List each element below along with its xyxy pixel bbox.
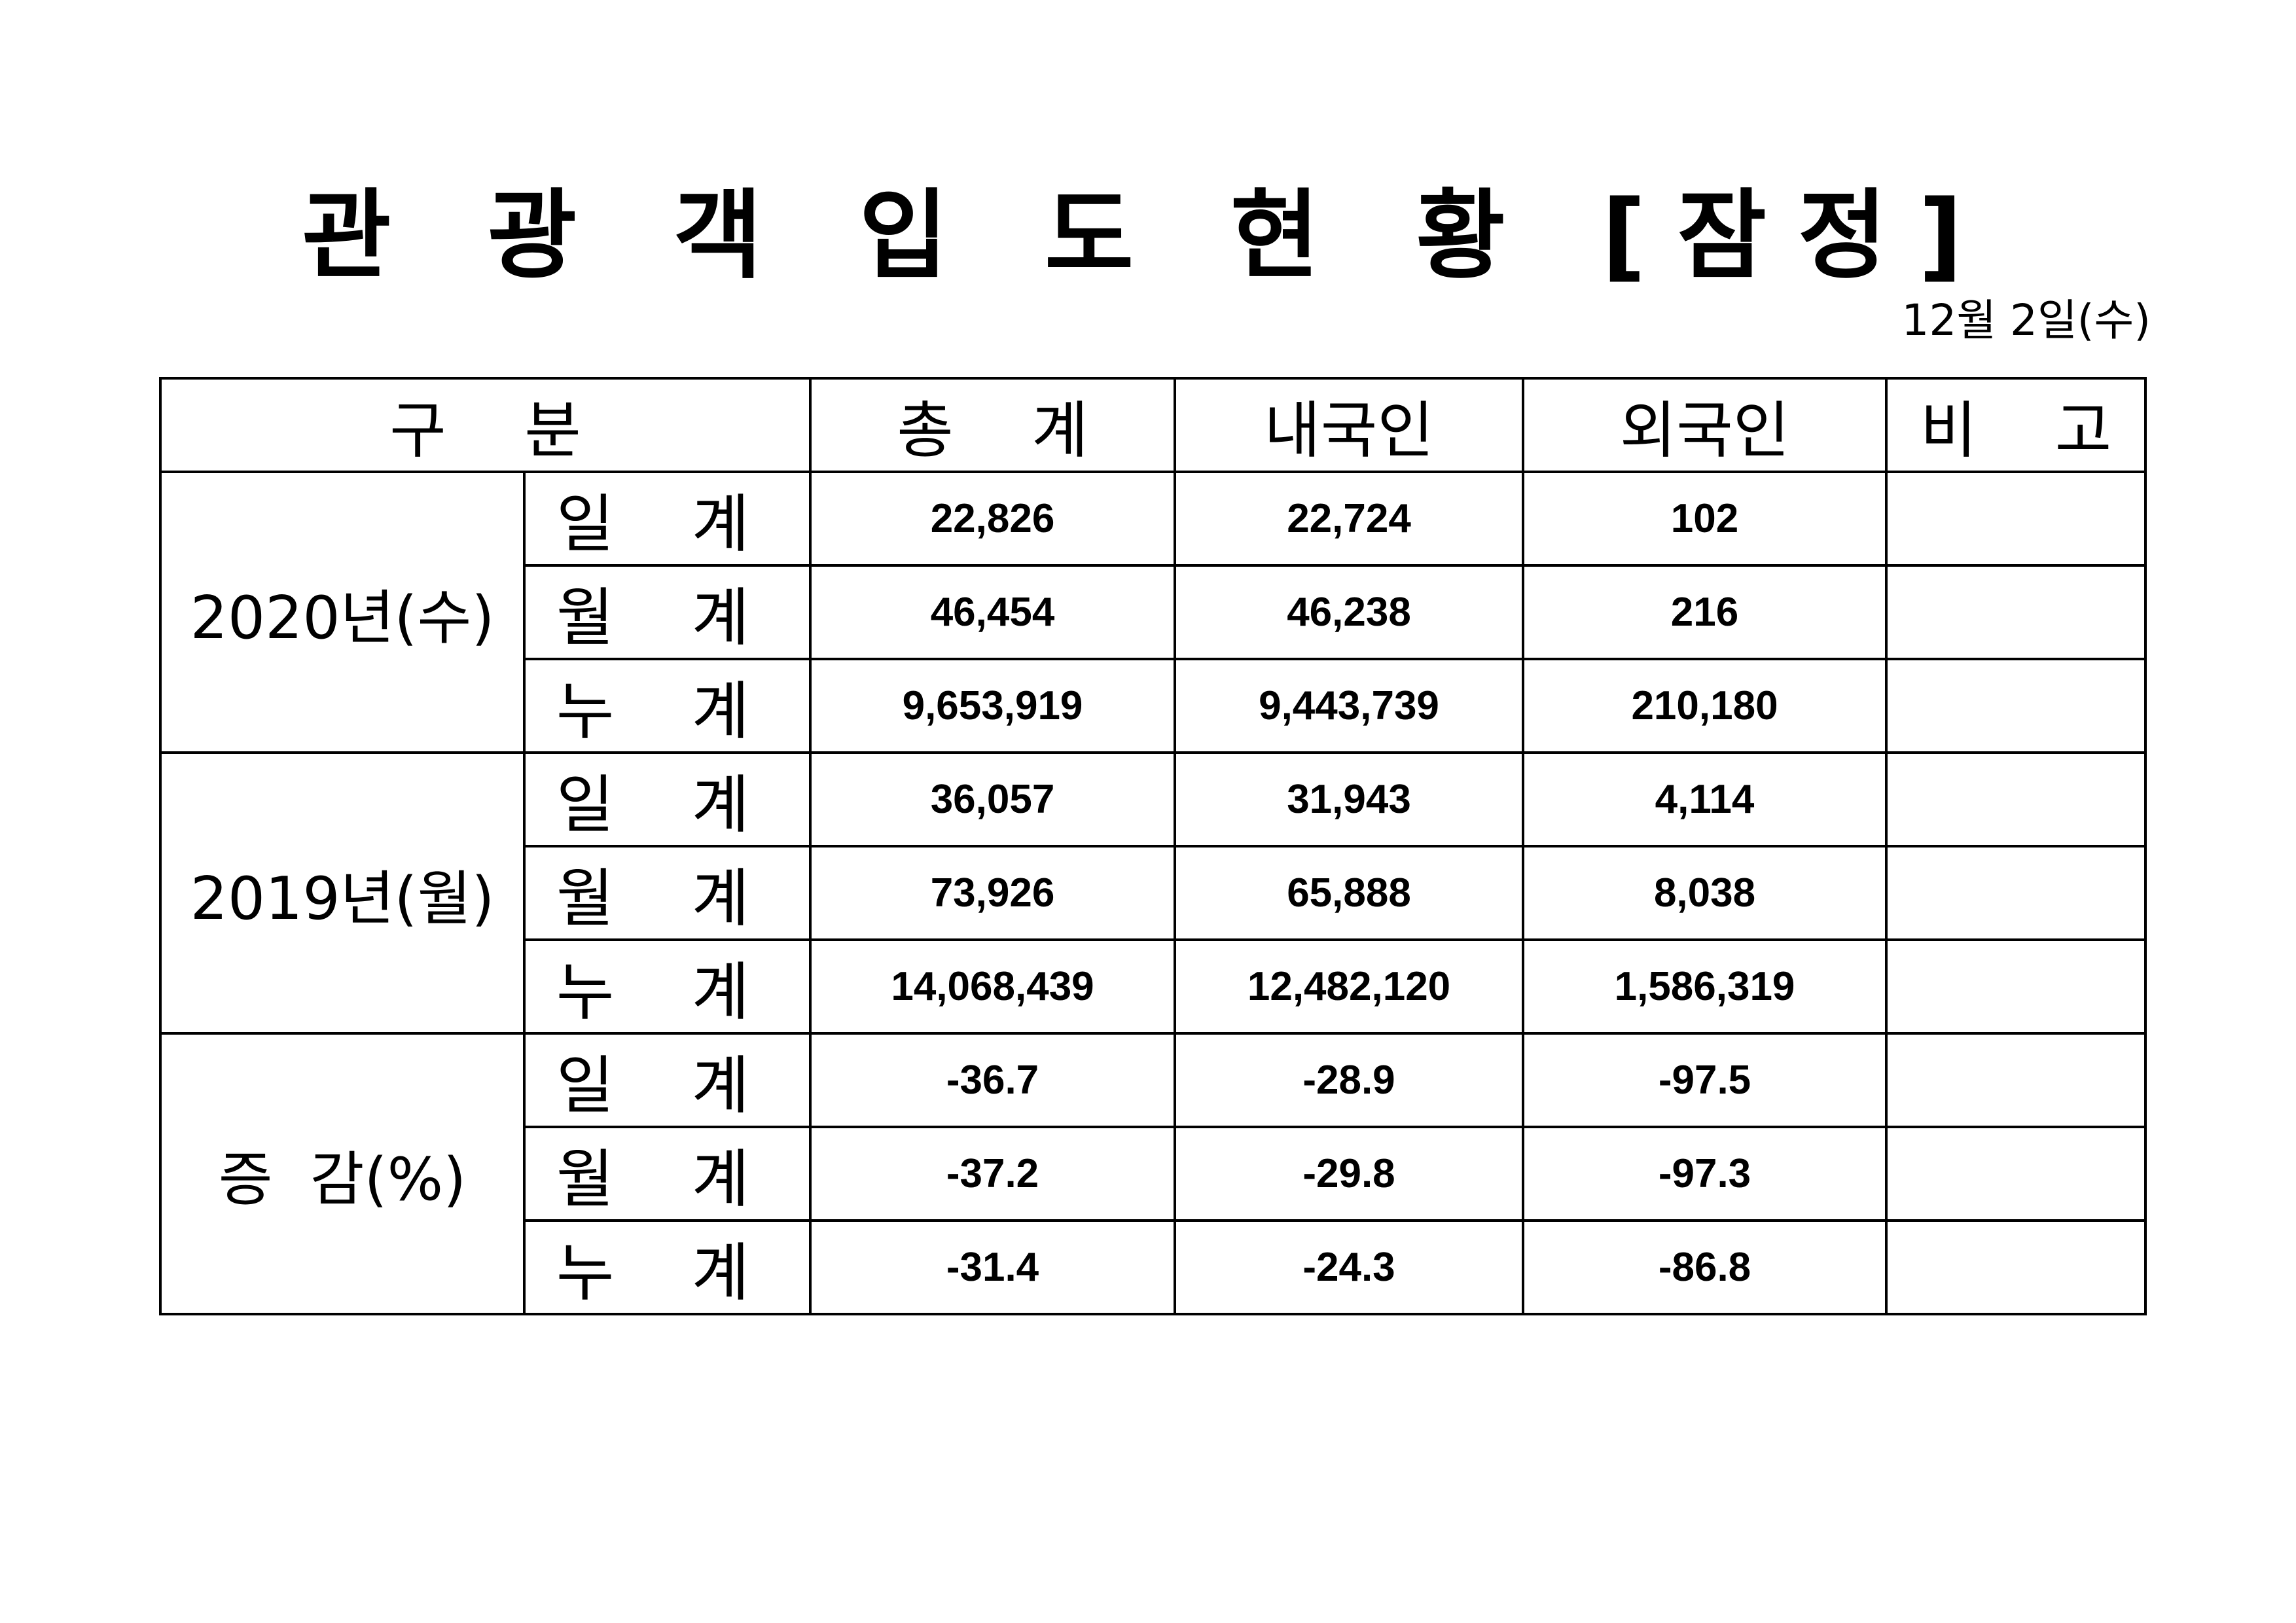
row-label: 월 계: [522, 564, 812, 660]
foreign-cell: 216: [1522, 564, 1888, 660]
foreign-cell: -86.8: [1522, 1219, 1888, 1315]
table-row: 월 계 -37.2 -29.8 -97.3: [160, 1126, 2147, 1222]
total-cell: 36,057: [809, 751, 1177, 847]
note-cell: [1885, 845, 2147, 941]
domestic-cell: 12,482,120: [1174, 938, 1525, 1035]
header-domestic: 내국인: [1174, 377, 1525, 473]
foreign-cell: 102: [1522, 471, 1888, 567]
domestic-cell: 9,443,739: [1174, 658, 1525, 754]
total-cell: 9,653,919: [809, 658, 1177, 754]
domestic-cell: 65,888: [1174, 845, 1525, 941]
foreign-cell: -97.3: [1522, 1126, 1888, 1222]
table-row: 증 감(%) 일 계 -36.7 -28.9 -97.5: [159, 1032, 2147, 1315]
table-row: 누 계 -31.4 -24.3 -86.8: [160, 1219, 2147, 1315]
header-foreign: 외국인: [1522, 377, 1888, 473]
note-cell: [1885, 471, 2147, 567]
total-cell: 14,068,439: [809, 938, 1177, 1035]
page-title: 관 광 객 입 도 현 황 [잠정]: [302, 179, 1994, 292]
row-label: 일 계: [522, 471, 812, 567]
group-label: 증 감(%): [159, 1032, 526, 1315]
domestic-cell: -28.9: [1174, 1032, 1525, 1128]
domestic-cell: 46,238: [1174, 564, 1525, 660]
header-row: 구 분 총 계 내국인 외국인 비 고: [158, 377, 2147, 473]
note-cell: [1885, 1032, 2147, 1128]
row-label: 누 계: [522, 1219, 812, 1315]
row-label: 일 계: [522, 1032, 812, 1128]
note-cell: [1885, 1126, 2147, 1222]
total-cell: 73,926: [809, 845, 1177, 941]
table-row: 월 계 46,454 46,238 216: [160, 564, 2147, 660]
domestic-cell: -29.8: [1174, 1126, 1525, 1222]
note-cell: [1885, 938, 2147, 1035]
header-total: 총 계: [809, 377, 1177, 473]
group-label: 2020년(수): [159, 471, 526, 754]
domestic-cell: 22,724: [1174, 471, 1525, 567]
table-row: 누 계 14,068,439 12,482,120 1,586,319: [160, 938, 2147, 1035]
row-label: 누 계: [522, 658, 812, 754]
note-cell: [1885, 658, 2147, 754]
header-category: 구 분: [158, 377, 812, 473]
domestic-cell: 31,943: [1174, 751, 1525, 847]
table-row: 2020년(수) 일 계 22,826 22,724 102: [159, 471, 2147, 754]
note-cell: [1885, 564, 2147, 660]
total-cell: -31.4: [809, 1219, 1177, 1315]
row-label: 월 계: [522, 1126, 812, 1222]
total-cell: 46,454: [809, 564, 1177, 660]
foreign-cell: 4,114: [1522, 751, 1888, 847]
table-row: 월 계 73,926 65,888 8,038: [160, 845, 2147, 941]
table-row: 누 계 9,653,919 9,443,739 210,180: [160, 658, 2147, 754]
row-label: 일 계: [522, 751, 812, 847]
row-label: 누 계: [522, 938, 812, 1035]
visitor-table: 구 분 총 계 내국인 외국인 비 고 2020년(수) 일 계 22,826 …: [158, 377, 2147, 1315]
header-note: 비 고: [1885, 377, 2147, 473]
foreign-cell: 1,586,319: [1522, 938, 1888, 1035]
total-cell: 22,826: [809, 471, 1177, 567]
foreign-cell: 8,038: [1522, 845, 1888, 941]
domestic-cell: -24.3: [1174, 1219, 1525, 1315]
row-label: 월 계: [522, 845, 812, 941]
foreign-cell: -97.5: [1522, 1032, 1888, 1128]
total-cell: -36.7: [809, 1032, 1177, 1128]
total-cell: -37.2: [809, 1126, 1177, 1222]
report-date: 12월 2일(수): [1901, 295, 2151, 346]
table-row: 2019년(월) 일 계 36,057 31,943 4,114: [159, 751, 2147, 1035]
note-cell: [1885, 751, 2147, 847]
note-cell: [1885, 1219, 2147, 1315]
foreign-cell: 210,180: [1522, 658, 1888, 754]
group-label: 2019년(월): [159, 751, 526, 1035]
